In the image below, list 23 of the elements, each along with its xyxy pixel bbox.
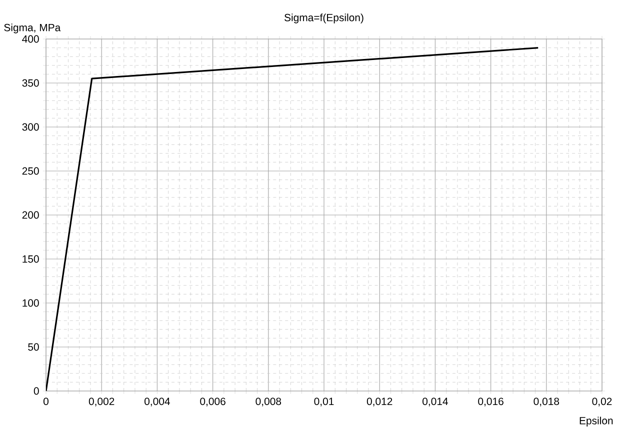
y-tick-label: 150 [22,255,39,263]
y-tick-label: 0 [34,387,39,395]
x-tick-label: 0,002 [88,398,114,406]
y-tick-label: 300 [22,123,39,131]
x-tick-label: 0 [43,398,48,406]
y-tick-label: 350 [22,79,39,87]
y-tick-label: 250 [22,167,39,175]
x-tick-label: 0,018 [534,398,560,406]
y-tick-label: 50 [28,343,39,351]
x-axis-title: Epsilon [580,416,613,426]
x-tick-label: 0,012 [366,398,392,406]
y-tick-label: 100 [22,299,39,307]
x-tick-label: 0,01 [314,398,334,406]
x-tick-label: 0,006 [200,398,226,406]
x-tick-label: 0,004 [144,398,170,406]
x-tick-label: 0,016 [478,398,504,406]
chart-title: Sigma=f(Epsilon) [284,14,364,24]
y-axis-title: Sigma, MPa [4,24,61,34]
x-tick-label: 0,014 [422,398,448,406]
y-tick-label: 400 [22,35,39,43]
x-tick-label: 0,008 [256,398,282,406]
x-tick-label: 0,02 [592,398,612,406]
y-tick-label: 200 [22,211,39,219]
